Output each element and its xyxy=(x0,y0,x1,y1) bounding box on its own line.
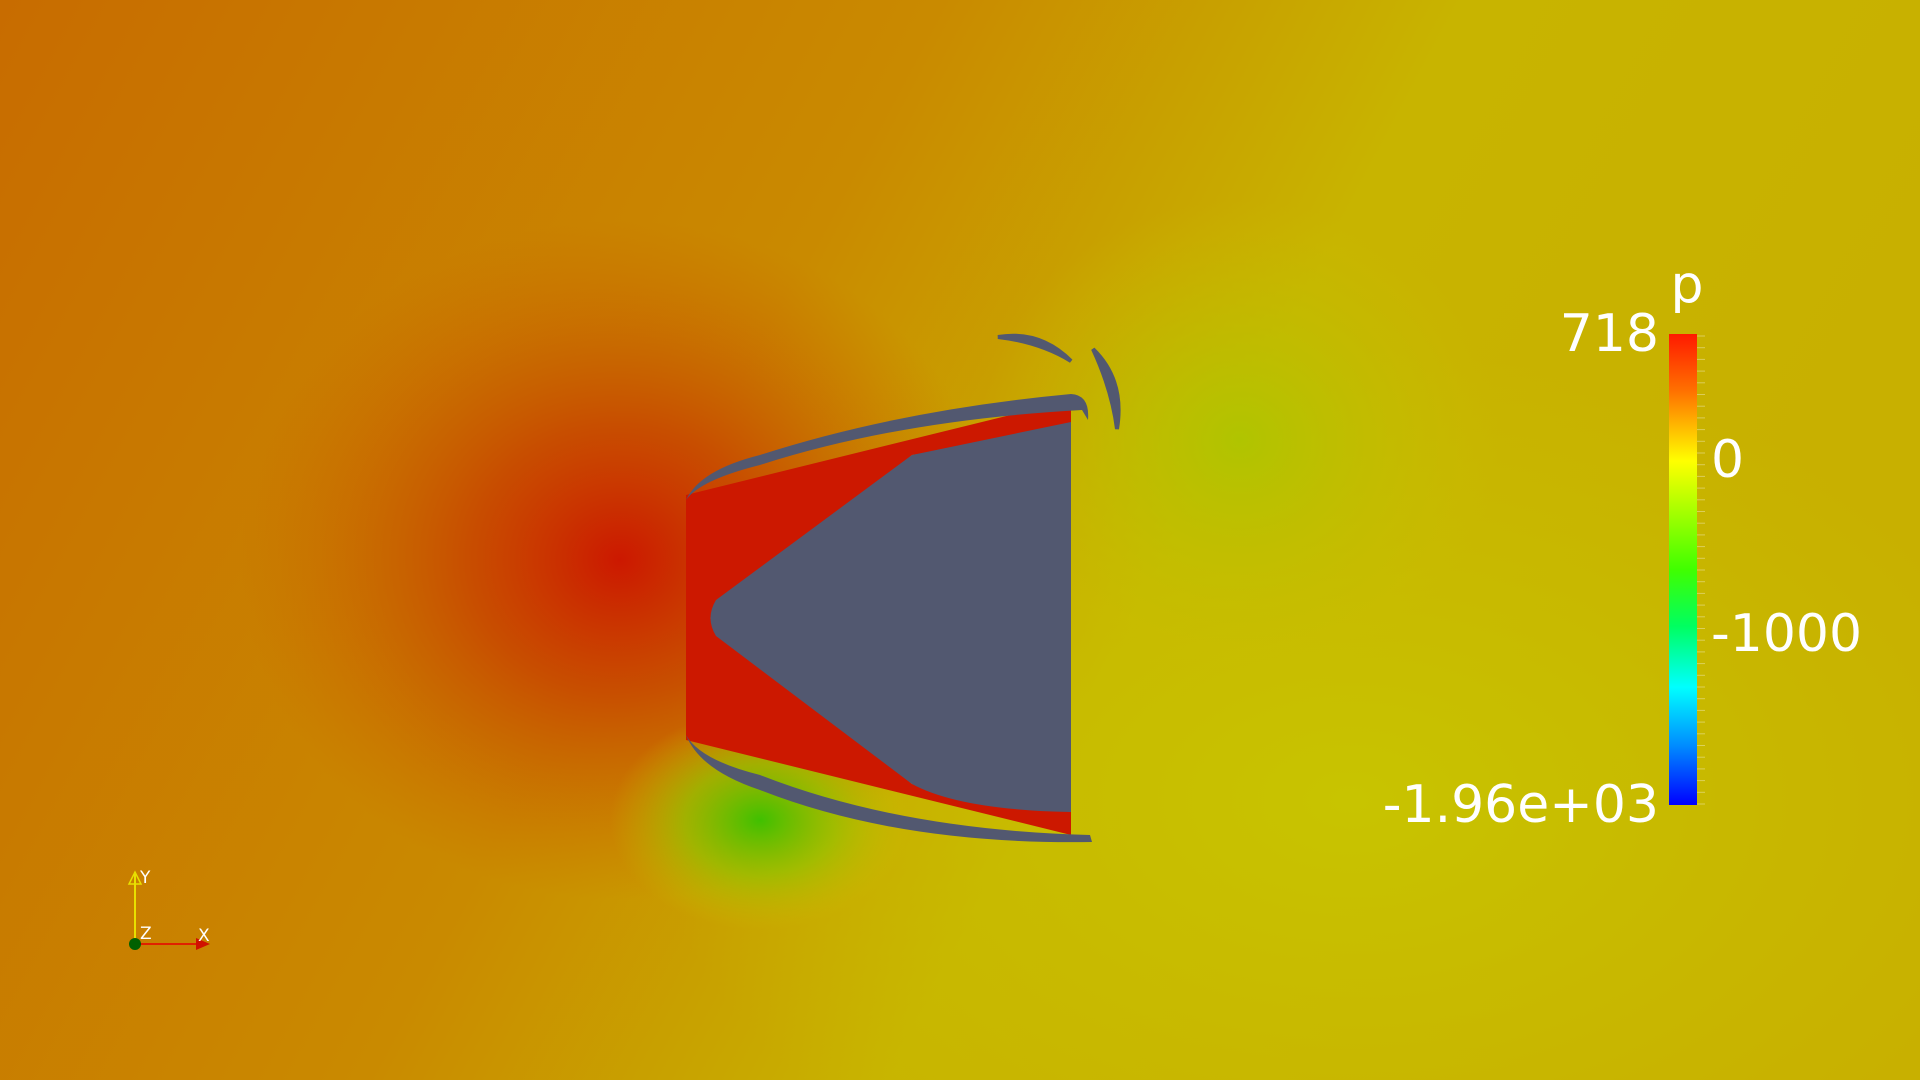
bottom-shroud xyxy=(686,735,1092,843)
legend-label: -1000 xyxy=(1711,604,1862,664)
legend-label: 0 xyxy=(1711,430,1744,490)
x-label: X xyxy=(198,926,210,946)
body xyxy=(710,422,1071,812)
wake-region xyxy=(980,200,1500,680)
y-label: Y xyxy=(139,868,151,888)
top-shroud xyxy=(686,394,1089,500)
color-bar xyxy=(1669,334,1697,805)
color-legend: p 718 0 -1000 -1.96e+03 xyxy=(1383,255,1862,835)
z-axis xyxy=(129,938,141,950)
legend-title: p xyxy=(1670,255,1703,315)
z-label: Z xyxy=(140,924,152,944)
orientation-axes: Y Z X xyxy=(127,868,210,950)
x-arrow xyxy=(196,938,210,950)
vane xyxy=(1091,347,1121,430)
legend-label: 718 xyxy=(1560,304,1659,364)
y-arrow xyxy=(127,870,143,885)
legend-ticks xyxy=(1697,335,1705,805)
legend-label: -1.96e+03 xyxy=(1383,775,1659,835)
high-pressure-zone xyxy=(686,400,1071,835)
vane xyxy=(997,333,1073,363)
